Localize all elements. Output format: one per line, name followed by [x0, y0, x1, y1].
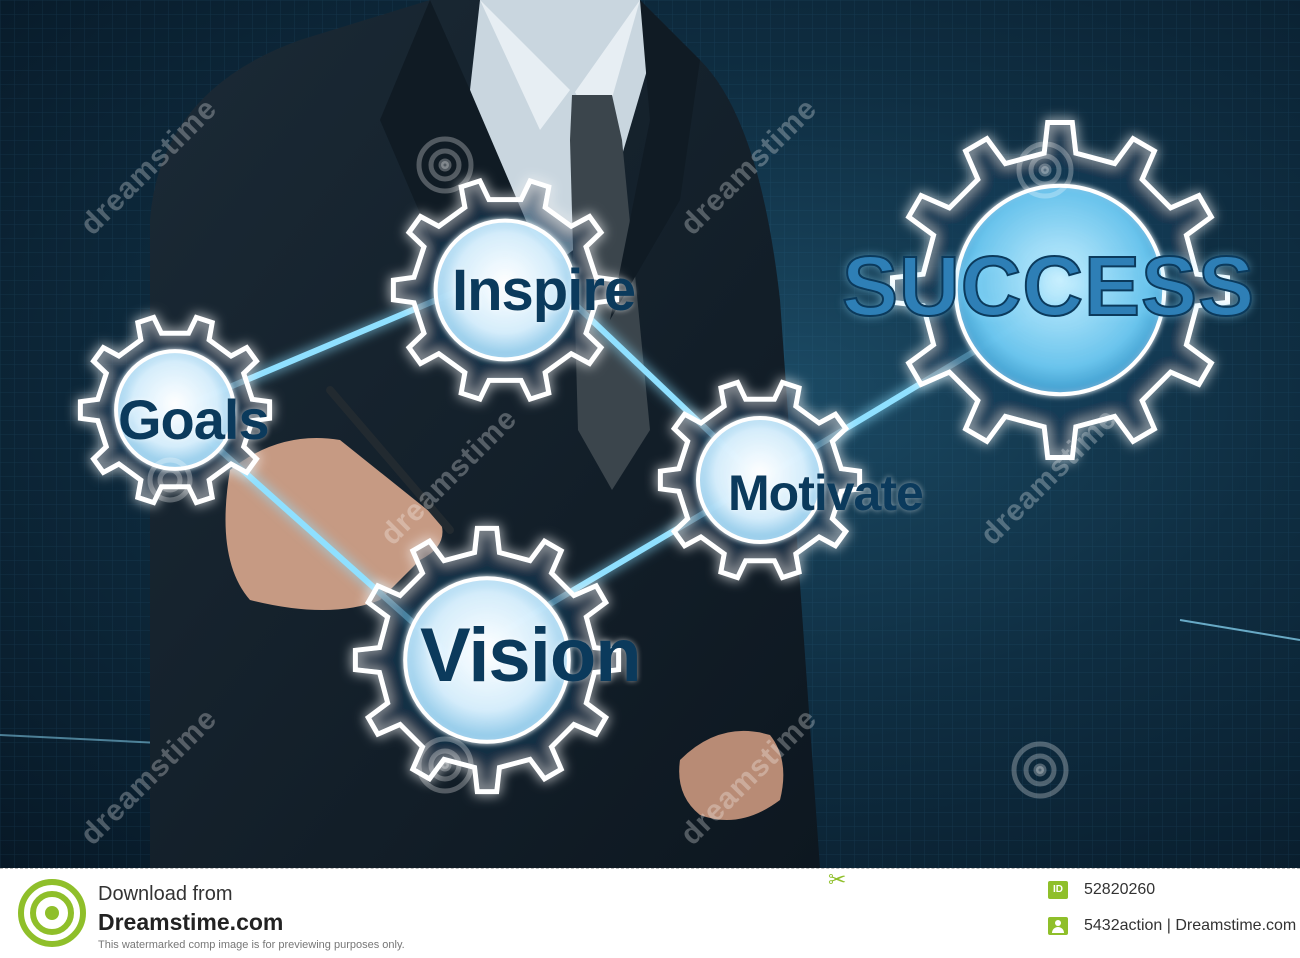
stock-footer: Download from Dreamstime.com This waterm… — [0, 868, 1300, 958]
id-badge: ID — [1048, 881, 1068, 899]
scissors-icon: ✂ — [828, 867, 847, 892]
watermark-swirl-icon — [1016, 141, 1074, 199]
gear-label-inspire: Inspire — [452, 258, 636, 323]
success-gear-icon — [890, 120, 1230, 460]
image-id-row: ID 52820260 — [1048, 881, 1155, 899]
motivate-gear-icon — [657, 379, 863, 581]
vision-gear-icon — [352, 525, 622, 795]
watermark-swirl-icon — [1011, 741, 1069, 799]
scene-graphic — [0, 0, 1300, 868]
author-credit: 5432action | Dreamstime.com — [1084, 917, 1297, 934]
image-id-value: 52820260 — [1084, 881, 1156, 898]
watermark-swirl-icon — [416, 736, 474, 794]
gear-label-success: SUCCESS — [841, 239, 1256, 333]
watermark-swirl-icon — [416, 136, 474, 194]
preview-notice: This watermarked comp image is for previ… — [98, 939, 405, 951]
goals-gear-icon — [77, 314, 273, 506]
stock-photo: dreamstime dreamstime dreamstime dreamst… — [0, 0, 1300, 868]
site-name-link[interactable]: Dreamstime.com — [98, 909, 284, 935]
gear-label-motivate: Motivate — [728, 465, 924, 521]
user-icon — [1048, 917, 1068, 935]
gear-label-goals: Goals — [118, 388, 270, 451]
download-from-text: Download from — [98, 883, 233, 905]
watermark-logos — [147, 136, 1074, 799]
author-row: 5432action | Dreamstime.com — [1048, 917, 1296, 935]
dreamstime-logo-icon — [18, 879, 86, 947]
inspire-gear-icon — [390, 177, 620, 403]
watermark-swirl-icon — [147, 457, 193, 503]
gear-label-vision: Vision — [420, 613, 642, 698]
